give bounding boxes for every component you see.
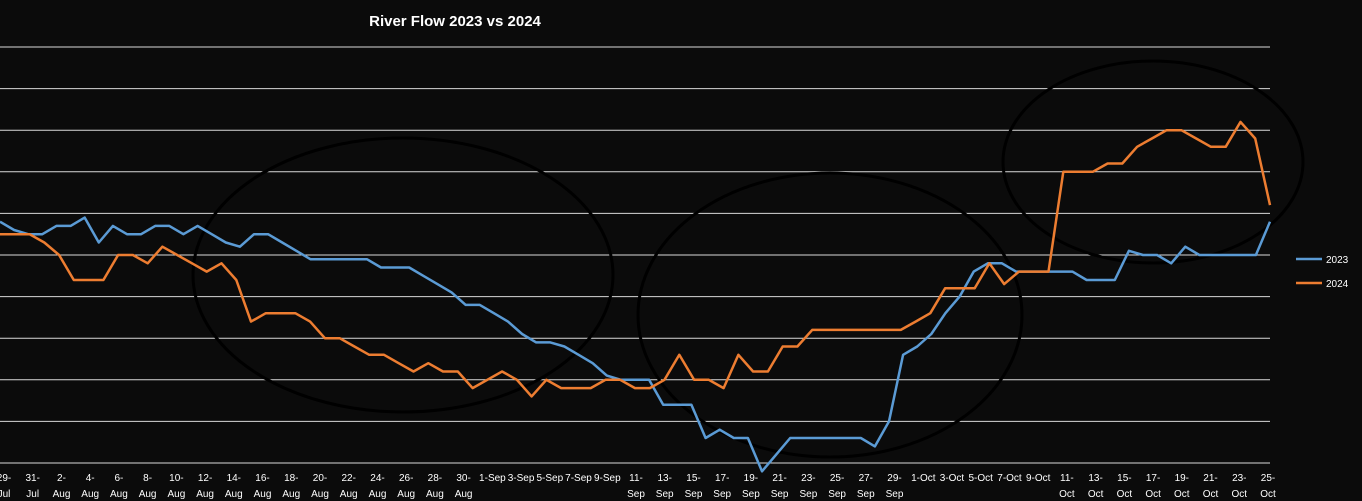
legend-label-2024: 2024 [1326,279,1349,290]
x-tick-label: 25- [830,473,844,484]
x-tick-label: 12- [198,473,212,484]
x-tick-label-line2: Aug [110,489,128,500]
x-tick-label-line2: Aug [397,489,415,500]
highlight-ellipse-september [636,171,1024,459]
x-tick-label-line2: Aug [81,489,99,500]
x-tick-label: 15- [1117,473,1131,484]
x-tick-label: 7-Sep [565,473,592,484]
x-tick-label-line2: Oct [1145,489,1161,500]
x-tick-label: 7-Oct [997,473,1022,484]
x-tick-label: 10- [169,473,183,484]
x-tick-label: 11- [629,473,643,484]
highlight-ellipses [191,59,1305,459]
x-tick-label: 30- [456,473,470,484]
x-tick-label: 22- [341,473,355,484]
x-tick-label-line2: Sep [656,489,674,500]
x-tick-label: 19- [744,473,758,484]
x-tick-label-line2: Oct [1117,489,1133,500]
x-tick-label: 20- [313,473,327,484]
x-tick-label-line2: Sep [713,489,731,500]
x-tick-label: 13- [657,473,671,484]
x-tick-label-line2: Oct [1232,489,1248,500]
x-tick-label: 14- [227,473,241,484]
x-tick-label-line2: Jul [26,489,39,500]
x-tick-label: 15- [686,473,700,484]
x-tick-label-line2: Sep [627,489,645,500]
x-tick-label-line2: Sep [828,489,846,500]
x-tick-label: 17- [1146,473,1160,484]
x-tick-label-line2: Sep [800,489,818,500]
x-tick-label-line2: Aug [340,489,358,500]
x-tick-label-line2: Aug [139,489,157,500]
x-tick-label: 25- [1261,473,1275,484]
x-tick-label-line2: Sep [742,489,760,500]
chart-title: River Flow 2023 vs 2024 [369,13,541,30]
x-tick-label-line2: Aug [196,489,214,500]
series-lines [0,120,1272,473]
x-tick-label: 13- [1088,473,1102,484]
x-tick-label: 8- [143,473,152,484]
x-tick-label-line2: Aug [369,489,387,500]
x-tick-label: 3-Sep [508,473,535,484]
legend-label-2023: 2023 [1326,255,1349,266]
x-tick-label: 21- [1203,473,1217,484]
x-tick-label: 21- [772,473,786,484]
x-tick-label: 9-Oct [1026,473,1051,484]
x-axis-tick-labels: 29- Jul 31- Jul 2- Aug 4- Aug 6- Aug 8- Aug 10- Aug 12… [0,473,1276,500]
x-tick-label-line2: Oct [1059,489,1075,500]
x-tick-label-line2: Aug [311,489,329,500]
x-tick-label: 17- [715,473,729,484]
x-tick-label: 29- [0,473,11,484]
x-tick-label: 18- [284,473,298,484]
x-tick-label-line2: Oct [1088,489,1104,500]
x-tick-label-line2: Oct [1203,489,1219,500]
highlight-ellipse-august [191,136,615,414]
x-tick-label-line2: Sep [857,489,875,500]
x-tick-label: 1-Oct [911,473,936,484]
x-tick-label-line2: Aug [455,489,473,500]
x-tick-label: 2- [57,473,66,484]
x-tick-label-line2: Aug [53,489,71,500]
x-tick-label: 29- [887,473,901,484]
x-tick-label: 11- [1060,473,1074,484]
x-tick-label: 9-Sep [594,473,621,484]
x-tick-label: 3-Oct [940,473,965,484]
x-tick-label: 27- [859,473,873,484]
x-tick-label: 28- [428,473,442,484]
x-tick-label: 31- [25,473,39,484]
x-tick-label: 16- [255,473,269,484]
x-tick-label-line2: Jul [0,489,10,500]
legend: 2023 2024 [1296,255,1349,290]
x-tick-label-line2: Oct [1260,489,1276,500]
series-line-2023 [0,216,1272,473]
x-tick-label-line2: Aug [168,489,186,500]
x-tick-label: 23- [801,473,815,484]
x-tick-label-line2: Sep [771,489,789,500]
x-tick-label: 1-Sep [479,473,506,484]
highlight-ellipse-october [1001,59,1305,265]
x-tick-label-line2: Oct [1174,489,1190,500]
x-tick-label: 19- [1175,473,1189,484]
series-line-2024 [0,120,1272,398]
x-tick-label: 6- [114,473,123,484]
x-tick-label-line2: Sep [685,489,703,500]
x-tick-label: 4- [86,473,95,484]
x-tick-label-line2: Aug [426,489,444,500]
x-tick-label: 24- [370,473,384,484]
x-tick-label-line2: Aug [254,489,272,500]
x-tick-label: 5-Oct [968,473,993,484]
gridlines [0,46,1270,464]
x-tick-label: 5-Sep [536,473,563,484]
x-tick-label-line2: Sep [886,489,904,500]
x-tick-label-line2: Aug [225,489,243,500]
x-tick-label: 23- [1232,473,1246,484]
x-tick-label: 26- [399,473,413,484]
x-tick-label-line2: Aug [282,489,300,500]
